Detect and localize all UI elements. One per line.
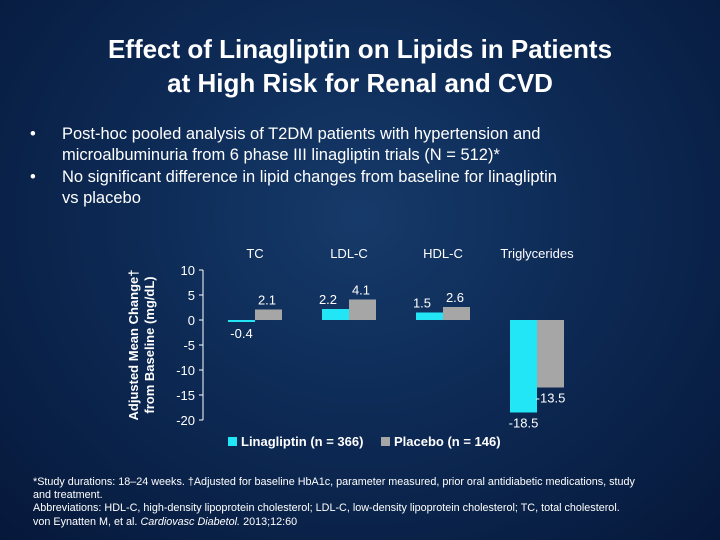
- y-tick-label: -5: [183, 338, 195, 353]
- bar-linagliptin: [228, 320, 255, 322]
- legend-label-placebo: Placebo (n = 146): [394, 434, 501, 449]
- category-label: HDL-C: [423, 246, 463, 261]
- data-label: 2.2: [319, 292, 337, 307]
- y-axis-label-line-1: Adjusted Mean Change†: [126, 270, 141, 421]
- bullet-item: • Post-hoc pooled analysis of T2DM patie…: [30, 124, 690, 166]
- footnote-line: and treatment.: [33, 489, 103, 502]
- bullet-marker: •: [30, 168, 36, 186]
- bullet-text-line: No significant difference in lipid chang…: [62, 168, 557, 186]
- category-label: Triglycerides: [500, 246, 574, 261]
- y-axis-label-line-2: from Baseline (mg/dL): [142, 276, 157, 413]
- slide-title: Effect of Linagliptin on Lipids in Patie…: [0, 32, 720, 100]
- title-line-1: Effect of Linagliptin on Lipids in Patie…: [107, 34, 613, 64]
- y-tick-label: 5: [188, 288, 195, 303]
- bar-placebo: [255, 309, 282, 320]
- y-tick-label: -10: [176, 363, 195, 378]
- category-label: TC: [246, 246, 263, 261]
- data-label: -0.4: [230, 326, 252, 341]
- legend-swatch-linagliptin: [228, 437, 237, 446]
- bar-linagliptin: [510, 320, 537, 413]
- bullet-list: • Post-hoc pooled analysis of T2DM patie…: [30, 124, 690, 210]
- data-label: 4.1: [352, 283, 370, 298]
- bullet-text-line: Post-hoc pooled analysis of T2DM patient…: [62, 125, 541, 143]
- citation: von Eynatten M, et al. Cardiovasc Diabet…: [33, 516, 693, 529]
- title-line-2: at High Risk for Renal and CVD: [167, 68, 553, 98]
- citation-authors: von Eynatten M, et al.: [33, 515, 138, 528]
- bullet-marker: •: [30, 125, 36, 143]
- footnote-line: *Study durations: 18–24 weeks. †Adjusted…: [33, 476, 635, 488]
- bullet-text-line: vs placebo: [62, 189, 141, 207]
- bullet-item: • No significant difference in lipid cha…: [30, 167, 690, 209]
- legend-swatch-placebo: [381, 437, 390, 446]
- data-label: -18.5: [509, 416, 539, 431]
- y-tick-label: -20: [176, 413, 195, 428]
- bar-placebo: [349, 299, 376, 320]
- bullet-text-line: microalbuminuria from 6 phase III linagl…: [62, 146, 500, 164]
- y-tick-label: 0: [188, 313, 195, 328]
- y-tick-label: -15: [176, 388, 195, 403]
- bar-linagliptin: [322, 309, 349, 320]
- bar-placebo: [537, 320, 564, 388]
- data-label: -13.5: [536, 391, 566, 406]
- y-tick-label: 10: [181, 263, 195, 278]
- legend-label-linagliptin: Linagliptin (n = 366): [241, 434, 363, 449]
- category-label: LDL-C: [330, 246, 368, 261]
- chart-legend: Linagliptin (n = 366) Placebo (n = 146): [228, 434, 501, 449]
- citation-journal: Cardiovasc Diabetol.: [140, 515, 241, 528]
- citation-reference: 2013;12:60: [243, 515, 298, 528]
- data-label: 1.5: [413, 296, 431, 311]
- footnote: *Study durations: 18–24 weeks. †Adjusted…: [33, 476, 693, 529]
- data-label: 2.6: [446, 290, 464, 305]
- footnote-line: Abbreviations: HDL-C, high-density lipop…: [33, 502, 620, 515]
- bar-placebo: [443, 307, 470, 320]
- bar-linagliptin: [416, 312, 443, 320]
- data-label: 2.1: [258, 293, 276, 308]
